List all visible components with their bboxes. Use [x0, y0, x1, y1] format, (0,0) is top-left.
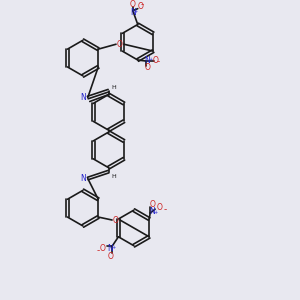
Text: H: H: [112, 85, 116, 90]
Text: N: N: [149, 207, 155, 216]
Text: +: +: [153, 210, 157, 214]
Text: O: O: [157, 203, 163, 212]
Text: O: O: [149, 200, 155, 209]
Text: -: -: [141, 0, 144, 9]
Text: +: +: [134, 9, 138, 14]
Text: O: O: [153, 56, 158, 64]
Text: N: N: [80, 93, 86, 102]
Text: -: -: [164, 205, 166, 214]
Text: O: O: [117, 40, 123, 49]
Text: H: H: [112, 174, 116, 178]
Text: O: O: [145, 63, 151, 72]
Text: N: N: [130, 8, 136, 17]
Text: -: -: [97, 246, 100, 255]
Text: O: O: [113, 215, 119, 224]
Text: N: N: [80, 174, 86, 183]
Text: O: O: [100, 244, 106, 253]
Text: O: O: [138, 2, 144, 11]
Text: O: O: [108, 252, 113, 261]
Text: -: -: [157, 58, 160, 67]
Text: +: +: [111, 245, 116, 250]
Text: N: N: [108, 244, 113, 253]
Text: N: N: [145, 56, 151, 64]
Text: +: +: [148, 56, 153, 61]
Text: O: O: [130, 0, 136, 9]
